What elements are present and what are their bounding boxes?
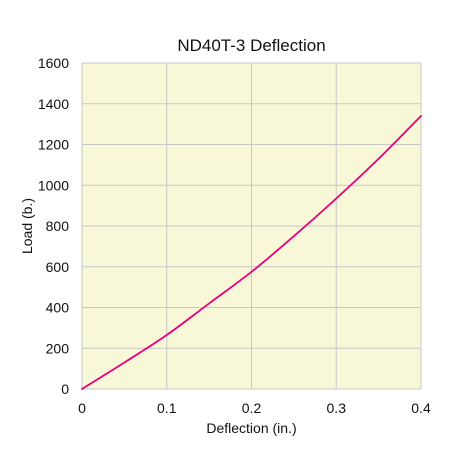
y-tick-label: 1000 (38, 177, 69, 193)
y-tick-label: 200 (46, 340, 70, 356)
y-tick-label: 1200 (38, 137, 69, 153)
tick-labels: 0 0.1 0.2 0.3 0.4 0 200 400 600 800 1000 1200 1400 16… (38, 55, 431, 416)
y-tick-label: 1400 (38, 96, 69, 112)
grid-lines (81, 62, 422, 390)
x-tick-label: 0.1 (157, 400, 177, 416)
x-tick-label: 0.3 (327, 400, 347, 416)
y-axis-title: Load (b.) (19, 198, 35, 254)
series-line (81, 115, 422, 390)
x-tick-label: 0.4 (411, 400, 431, 416)
x-tick-label: 0 (78, 400, 86, 416)
y-tick-label: 400 (46, 300, 70, 316)
y-tick-label: 800 (46, 218, 70, 234)
y-tick-label: 0 (61, 381, 69, 397)
chart-title: ND40T-3 Deflection (177, 36, 325, 55)
y-tick-label: 600 (46, 259, 70, 275)
x-tick-label: 0.2 (242, 400, 262, 416)
series-layer (81, 115, 422, 390)
x-axis-title: Deflection (in.) (206, 420, 296, 436)
y-tick-label: 1600 (38, 55, 69, 71)
